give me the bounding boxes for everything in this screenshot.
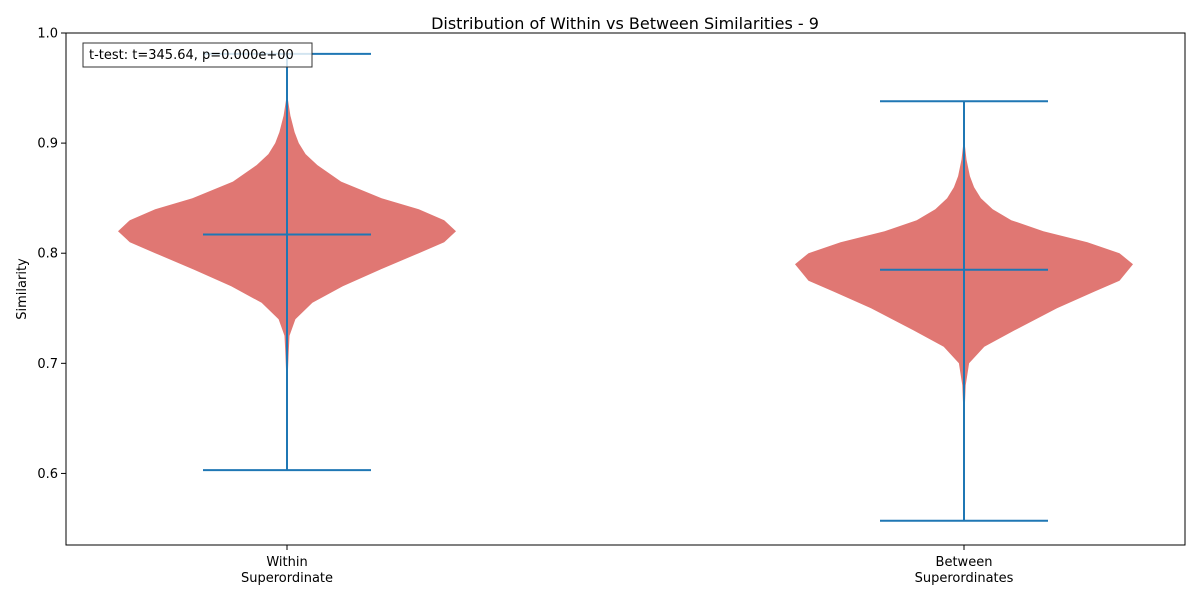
annotation-text: t-test: t=345.64, p=0.000e+00 — [89, 48, 294, 63]
x-tick-label-line2-1: Superordinates — [915, 571, 1014, 586]
violins — [118, 93, 1133, 435]
y-tick-label-2: 0.8 — [37, 247, 58, 262]
plot-frame — [65, 32, 1186, 546]
y-tick-label-1: 0.7 — [37, 357, 58, 372]
x-tick-label-line2-0: Superordinate — [241, 571, 333, 586]
x-tick-label-line1-1: Between — [936, 555, 993, 570]
y-tick-label-3: 0.9 — [37, 137, 58, 152]
y-tick-label-0: 0.6 — [37, 467, 58, 482]
ttest-annotation: t-test: t=345.64, p=0.000e+00 — [82, 42, 313, 68]
y-tick-label-4: 1.0 — [37, 27, 58, 42]
x-tick-label-line1-0: Within — [266, 555, 307, 570]
y-axis-label: Similarity — [15, 258, 30, 320]
annotation-box — [82, 42, 313, 68]
chart-title: Distribution of Within vs Between Simila… — [431, 14, 819, 33]
y-axis: 0.6 0.7 0.8 0.9 1.0 — [37, 27, 66, 482]
